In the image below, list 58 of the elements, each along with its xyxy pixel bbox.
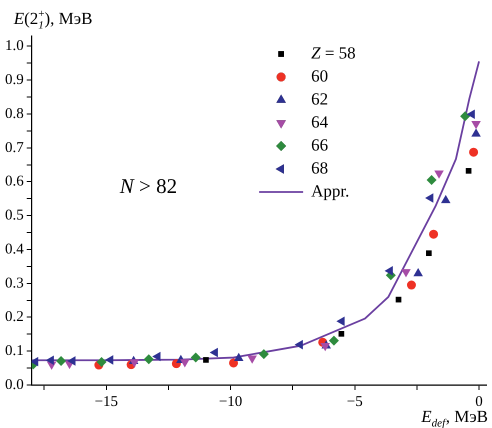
y-tick-label: 0.2 bbox=[5, 309, 24, 326]
point bbox=[338, 331, 344, 337]
point bbox=[429, 230, 438, 239]
point bbox=[469, 148, 478, 157]
point bbox=[460, 111, 470, 122]
point bbox=[105, 355, 114, 365]
point bbox=[180, 359, 190, 368]
point bbox=[67, 356, 76, 366]
annotation: N > 82 bbox=[118, 174, 178, 198]
point bbox=[466, 168, 472, 174]
point bbox=[190, 352, 201, 363]
x-tick-label: 0 bbox=[475, 394, 483, 410]
point bbox=[396, 296, 402, 302]
point bbox=[96, 356, 107, 367]
y-tick-label: 0.7 bbox=[5, 140, 24, 156]
point bbox=[406, 280, 416, 290]
legend-label: Appr. bbox=[311, 181, 350, 200]
point bbox=[328, 336, 339, 346]
y-tick-label: 0.3 bbox=[5, 275, 24, 292]
point bbox=[294, 340, 303, 350]
point bbox=[471, 121, 481, 130]
point bbox=[426, 250, 432, 256]
x-tick-label: −5 bbox=[346, 394, 363, 410]
y-tick-label: 0.6 bbox=[5, 174, 24, 190]
y-tick-label: 1.0 bbox=[5, 38, 24, 54]
y-tick-label: 0.9 bbox=[5, 72, 24, 88]
point bbox=[336, 316, 345, 326]
point bbox=[203, 357, 209, 363]
point bbox=[425, 193, 434, 203]
legend-label: 66 bbox=[311, 135, 328, 154]
legend-label: 62 bbox=[311, 89, 328, 108]
point bbox=[426, 175, 437, 186]
y-tick-label: 0.0 bbox=[5, 376, 24, 393]
point bbox=[401, 269, 411, 278]
point bbox=[466, 110, 475, 120]
y-tick-label: 0.1 bbox=[5, 343, 24, 360]
point bbox=[144, 354, 154, 364]
point bbox=[46, 356, 54, 366]
point bbox=[434, 170, 444, 179]
y-tick-label: 0.8 bbox=[5, 106, 24, 122]
point bbox=[56, 356, 66, 366]
point bbox=[32, 356, 38, 366]
legend-label: 68 bbox=[311, 158, 328, 178]
legend-label: Z = 58 bbox=[311, 43, 356, 62]
point bbox=[258, 349, 269, 360]
point bbox=[152, 352, 160, 362]
point bbox=[384, 266, 393, 276]
point bbox=[229, 358, 238, 368]
point bbox=[130, 359, 140, 368]
legend-label: 64 bbox=[311, 112, 329, 132]
point bbox=[247, 355, 257, 364]
x-tick-label: −15 bbox=[94, 394, 118, 410]
y-tick-label: 0.5 bbox=[5, 208, 24, 224]
x-tick-label: −10 bbox=[218, 394, 242, 410]
y-tick-label: 0.4 bbox=[5, 241, 24, 258]
point bbox=[210, 348, 218, 358]
point bbox=[320, 342, 330, 352]
legend-label: 60 bbox=[311, 66, 328, 86]
